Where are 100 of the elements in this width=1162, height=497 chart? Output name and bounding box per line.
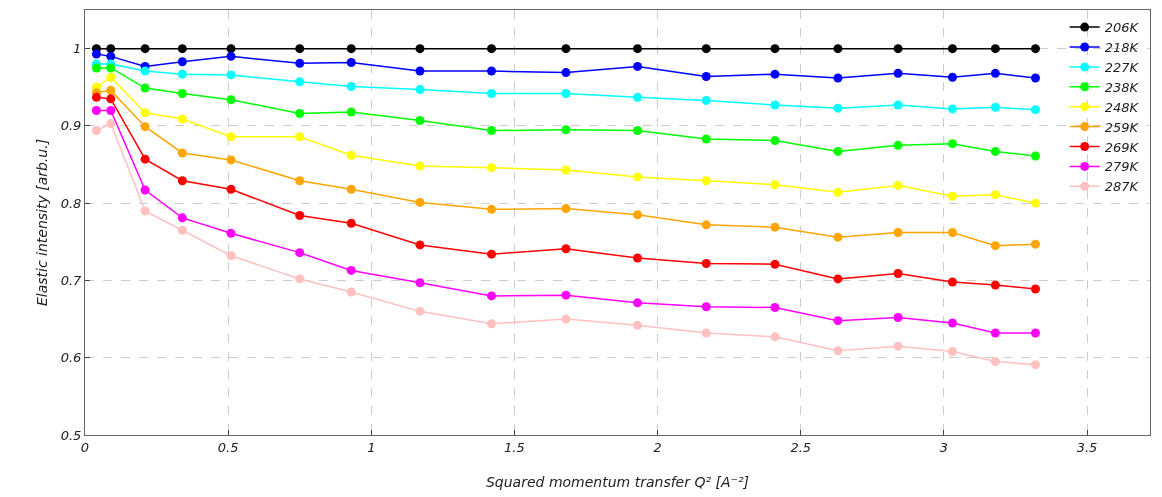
point: [701, 95, 711, 105]
point: [295, 248, 305, 258]
point: [91, 92, 101, 102]
point: [106, 51, 116, 61]
point: [346, 107, 356, 117]
point: [770, 44, 780, 54]
point: [346, 218, 356, 228]
y-tick-label: 1: [73, 41, 82, 57]
legend-label: 279K: [1104, 159, 1140, 175]
point: [1030, 44, 1040, 54]
point: [633, 210, 643, 220]
point: [177, 148, 187, 158]
point: [561, 68, 571, 78]
point: [947, 318, 957, 328]
point: [561, 125, 571, 135]
point: [561, 204, 571, 214]
x-tick-label: 2: [653, 439, 662, 455]
point: [701, 258, 711, 268]
point: [561, 290, 571, 300]
legend-label: 206K: [1104, 20, 1140, 36]
legend-label: 287K: [1104, 179, 1140, 195]
point: [1030, 198, 1040, 208]
point: [346, 265, 356, 275]
point: [947, 347, 957, 357]
point: [633, 298, 643, 308]
y-tick-label: 0.6: [60, 350, 82, 366]
point: [1030, 151, 1040, 161]
point: [346, 82, 356, 91]
point: [226, 251, 236, 261]
point: [140, 122, 150, 132]
point: [893, 140, 903, 150]
point: [295, 44, 305, 54]
point: [947, 139, 957, 149]
y-tick-label: 0.8: [60, 195, 82, 211]
point: [633, 253, 643, 263]
point: [91, 126, 101, 136]
point: [226, 95, 236, 105]
point: [226, 228, 236, 238]
point: [990, 190, 1000, 200]
point: [226, 51, 236, 61]
point: [770, 100, 780, 110]
x-tick-label: 0.5: [217, 439, 239, 455]
point: [487, 88, 497, 98]
legend-label: 238K: [1104, 79, 1140, 95]
point: [487, 126, 497, 136]
point: [295, 77, 305, 87]
point: [106, 94, 116, 104]
point: [833, 187, 843, 197]
y-tick-label: 0.7: [60, 273, 83, 288]
point: [91, 63, 101, 73]
point: [415, 278, 425, 288]
legend-label: 269K: [1104, 139, 1140, 155]
point: [415, 306, 425, 316]
point: [415, 197, 425, 207]
point: [106, 119, 116, 129]
point: [561, 314, 571, 324]
point: [633, 126, 643, 136]
point: [140, 44, 150, 54]
point: [701, 302, 711, 312]
point: [140, 108, 150, 118]
point: [833, 146, 843, 156]
point: [990, 280, 1000, 290]
point: [295, 211, 305, 221]
point: [893, 68, 903, 78]
point: [561, 44, 571, 54]
point: [770, 259, 780, 269]
point: [177, 88, 187, 98]
point: [177, 176, 187, 186]
point: [295, 274, 305, 284]
y-axis-title: Elastic intensity [arb.u.]: [34, 138, 50, 307]
point: [633, 172, 643, 182]
point: [633, 44, 643, 54]
point: [226, 70, 236, 80]
point: [561, 165, 571, 175]
point: [701, 44, 711, 54]
point: [415, 44, 425, 54]
point: [106, 63, 116, 73]
point: [990, 44, 1000, 54]
point: [701, 328, 711, 338]
point: [487, 291, 497, 301]
point: [561, 88, 571, 98]
point: [833, 44, 843, 54]
point: [990, 146, 1000, 156]
point: [487, 163, 497, 173]
point: [701, 220, 711, 230]
legend-label: 218K: [1104, 40, 1140, 56]
point: [177, 225, 187, 235]
point: [346, 150, 356, 160]
point: [346, 44, 356, 54]
point: [295, 58, 305, 68]
point: [893, 313, 903, 323]
point: [947, 228, 957, 238]
point: [947, 72, 957, 82]
point: [893, 341, 903, 351]
point: [487, 66, 497, 76]
point: [91, 105, 101, 115]
point: [295, 109, 305, 119]
point: [893, 269, 903, 278]
point: [1030, 105, 1040, 115]
point: [893, 228, 903, 238]
